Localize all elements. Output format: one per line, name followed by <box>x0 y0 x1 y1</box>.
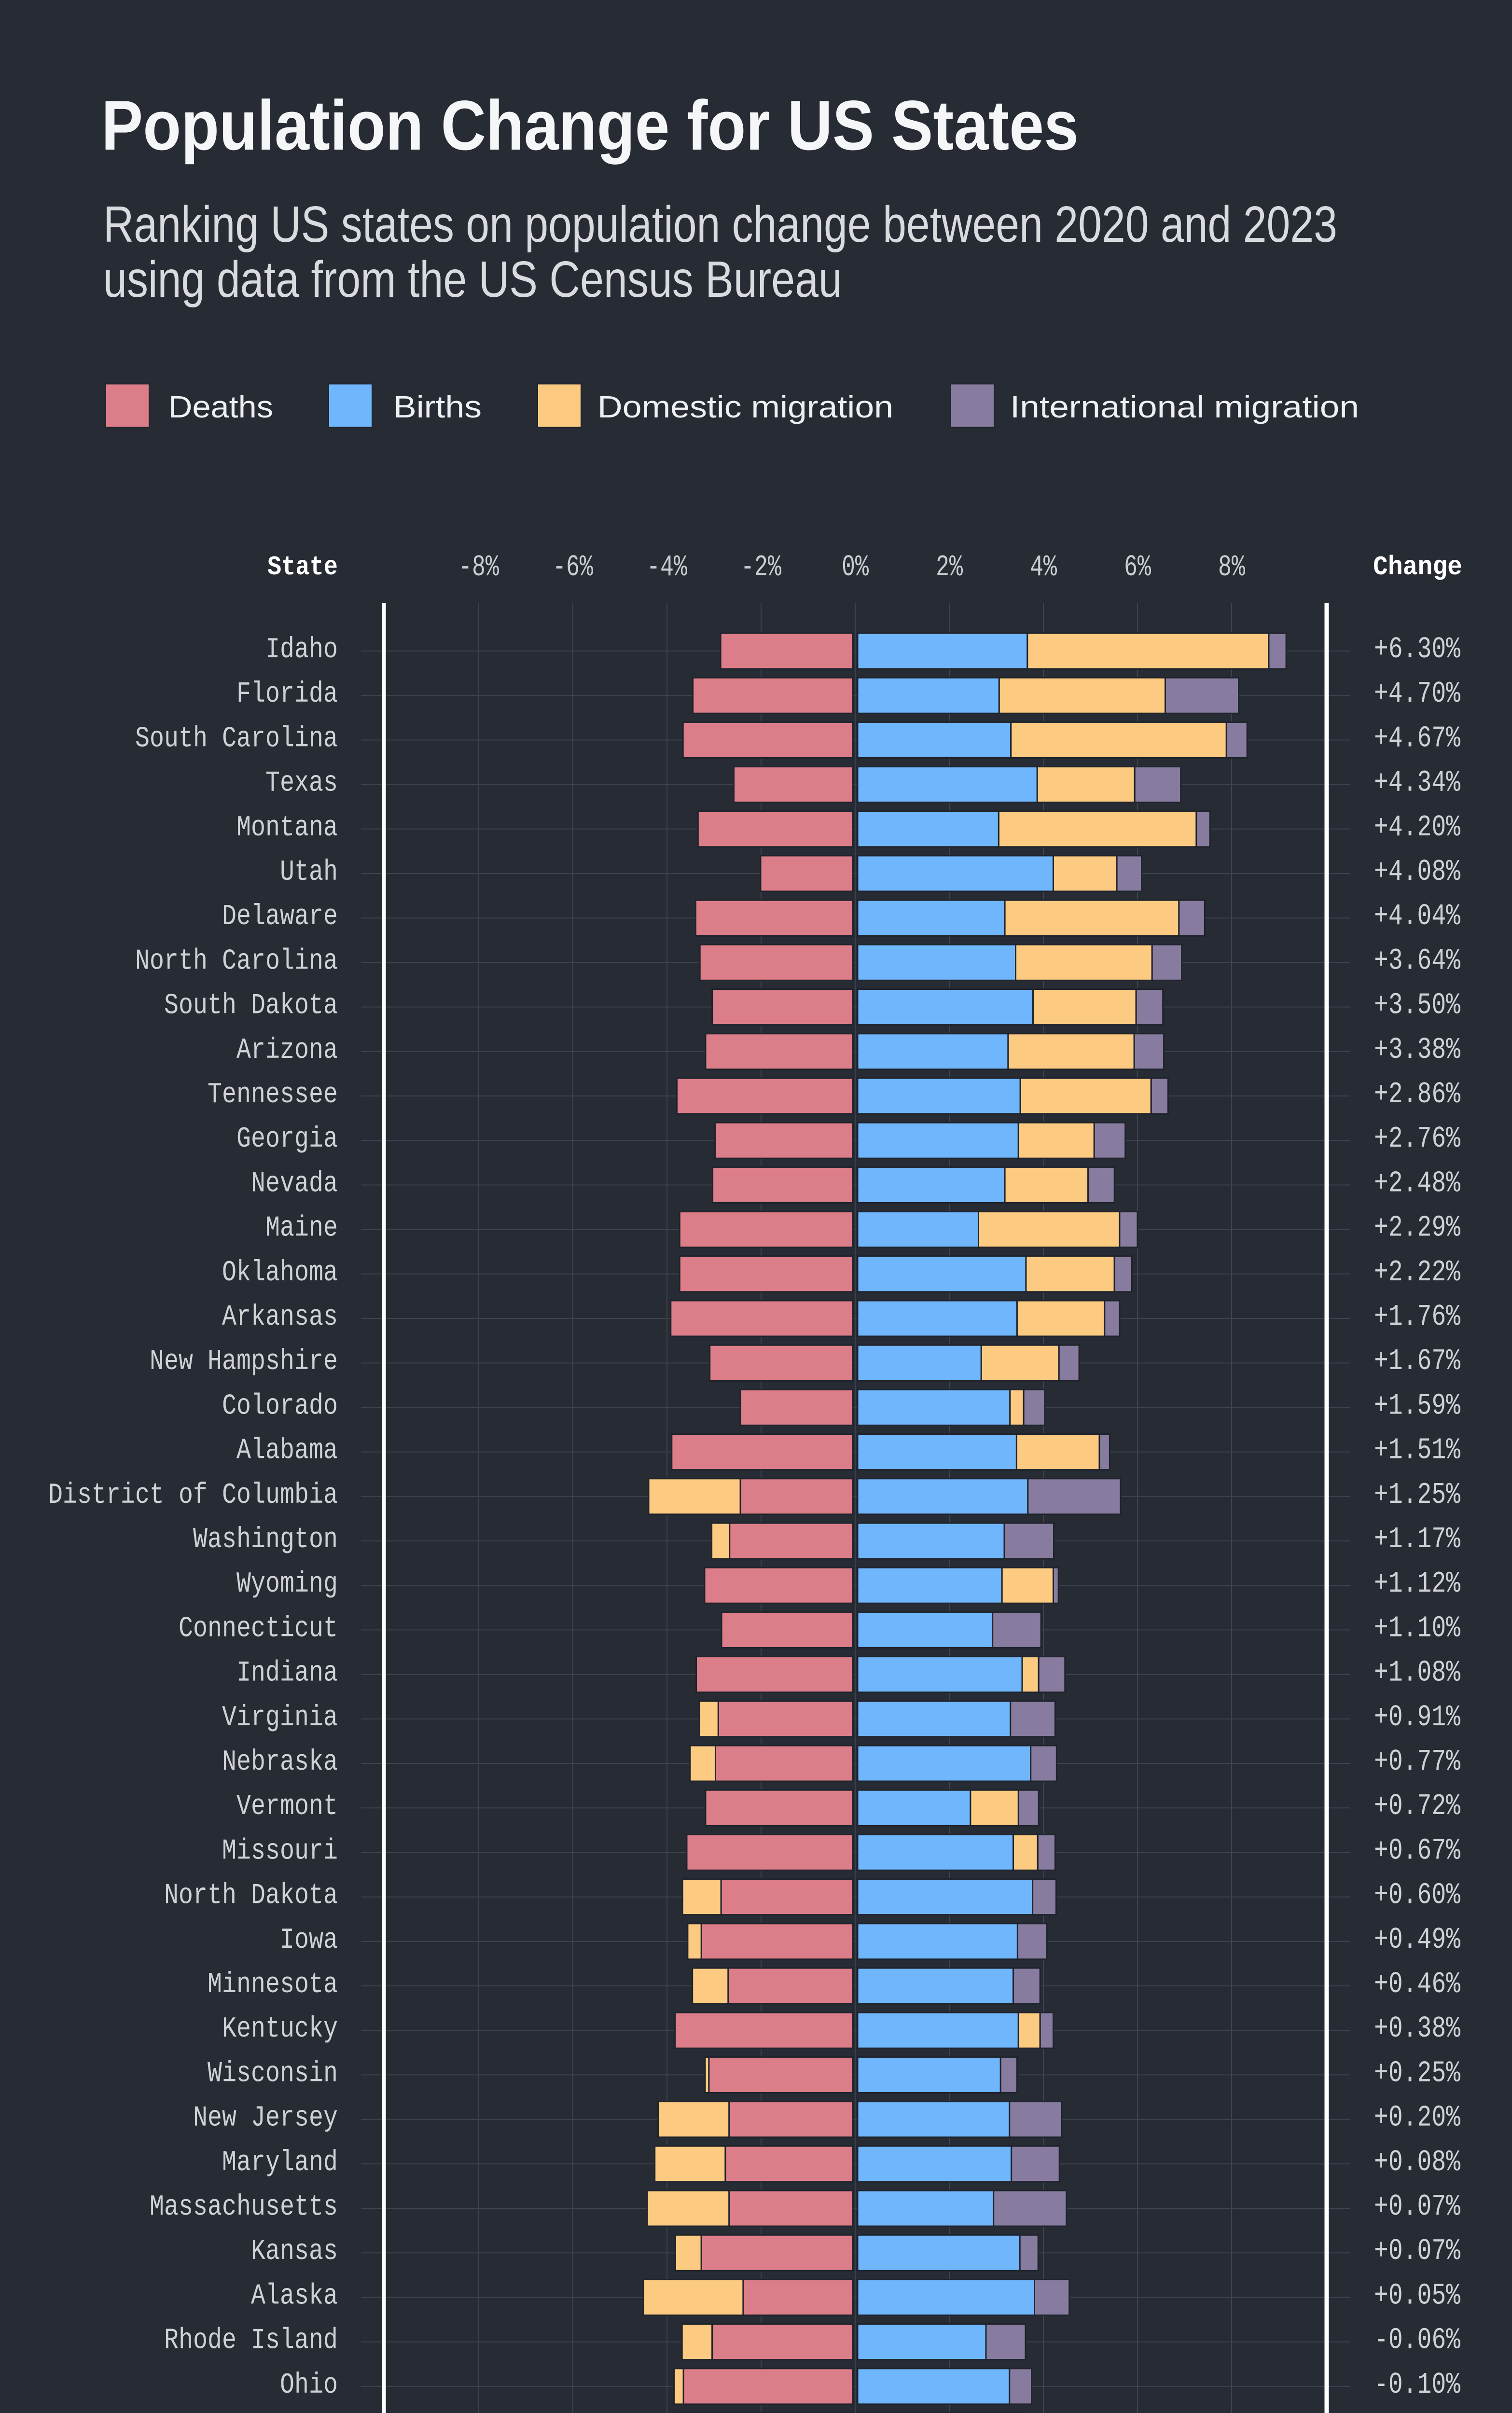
svg-text:Arizona: Arizona <box>236 1034 338 1067</box>
svg-text:+1.17%: +1.17% <box>1374 1522 1461 1556</box>
svg-text:Domestic migration: Domestic migration <box>597 389 893 424</box>
svg-text:+4.67%: +4.67% <box>1374 721 1461 755</box>
svg-text:-2%: -2% <box>741 550 782 584</box>
svg-text:+0.07%: +0.07% <box>1374 2234 1461 2268</box>
svg-text:North Carolina: North Carolina <box>135 945 338 978</box>
svg-text:South Dakota: South Dakota <box>164 990 338 1023</box>
svg-text:2%: 2% <box>936 550 963 584</box>
svg-text:-0.10%: -0.10% <box>1374 2368 1461 2402</box>
svg-text:+2.29%: +2.29% <box>1374 1211 1461 1245</box>
svg-text:Wisconsin: Wisconsin <box>208 2057 338 2090</box>
svg-text:North Dakota: North Dakota <box>164 1880 338 1913</box>
svg-text:Wyoming: Wyoming <box>236 1568 338 1601</box>
svg-text:+3.38%: +3.38% <box>1374 1033 1461 1067</box>
svg-text:Oklahoma: Oklahoma <box>222 1257 338 1290</box>
svg-text:Births: Births <box>393 389 482 424</box>
svg-text:Montana: Montana <box>236 812 338 845</box>
svg-text:Delaware: Delaware <box>222 901 338 933</box>
svg-text:+0.25%: +0.25% <box>1374 2056 1461 2090</box>
svg-text:+1.08%: +1.08% <box>1374 1656 1461 1690</box>
svg-text:-4%: -4% <box>647 550 688 584</box>
svg-text:+2.22%: +2.22% <box>1374 1255 1461 1290</box>
svg-text:Indiana: Indiana <box>236 1657 338 1690</box>
svg-text:State: State <box>267 552 338 582</box>
svg-text:Deaths: Deaths <box>168 389 273 424</box>
svg-text:Utah: Utah <box>280 856 338 889</box>
svg-text:Vermont: Vermont <box>236 1790 338 1823</box>
svg-text:Ohio: Ohio <box>280 2369 338 2402</box>
svg-text:-0.06%: -0.06% <box>1374 2323 1461 2358</box>
svg-text:Minnesota: Minnesota <box>208 1969 338 2001</box>
svg-text:8%: 8% <box>1218 550 1246 584</box>
svg-text:Massachusetts: Massachusetts <box>150 2191 338 2224</box>
svg-text:Virginia: Virginia <box>222 1702 338 1734</box>
svg-text:+0.05%: +0.05% <box>1374 2278 1461 2313</box>
svg-text:Arkansas: Arkansas <box>222 1301 338 1334</box>
svg-text:Maryland: Maryland <box>222 2147 338 2179</box>
svg-text:Georgia: Georgia <box>236 1123 338 1156</box>
svg-text:+2.48%: +2.48% <box>1374 1166 1461 1200</box>
svg-text:Population Change for US State: Population Change for US States <box>101 86 1079 165</box>
svg-text:+1.25%: +1.25% <box>1374 1478 1461 1512</box>
svg-text:Maine: Maine <box>265 1212 338 1245</box>
svg-text:Nebraska: Nebraska <box>222 1746 338 1779</box>
svg-text:New Jersey: New Jersey <box>193 2102 338 2135</box>
svg-text:+0.08%: +0.08% <box>1374 2145 1461 2179</box>
svg-text:+0.91%: +0.91% <box>1374 1700 1461 1734</box>
svg-text:Idaho: Idaho <box>265 634 338 666</box>
svg-text:+0.77%: +0.77% <box>1374 1745 1461 1779</box>
svg-text:+2.86%: +2.86% <box>1374 1077 1461 1111</box>
svg-text:Nevada: Nevada <box>251 1167 338 1200</box>
svg-text:New Hampshire: New Hampshire <box>150 1345 338 1378</box>
svg-text:Ranking US states on populatio: Ranking US states on population change b… <box>103 196 1337 253</box>
svg-text:+0.46%: +0.46% <box>1374 1967 1461 2001</box>
svg-text:+0.49%: +0.49% <box>1374 1923 1461 1957</box>
svg-text:Rhode Island: Rhode Island <box>164 2325 338 2358</box>
svg-text:+0.72%: +0.72% <box>1374 1789 1461 1823</box>
svg-text:4%: 4% <box>1030 550 1057 584</box>
svg-text:+3.64%: +3.64% <box>1374 943 1461 978</box>
svg-text:+1.67%: +1.67% <box>1374 1344 1461 1378</box>
svg-text:+0.60%: +0.60% <box>1374 1878 1461 1913</box>
svg-text:+4.08%: +4.08% <box>1374 855 1461 889</box>
svg-text:+2.76%: +2.76% <box>1374 1122 1461 1156</box>
svg-text:using data from the US Census: using data from the US Census Bureau <box>103 251 842 308</box>
svg-text:District of Columbia: District of Columbia <box>48 1479 338 1512</box>
svg-text:6%: 6% <box>1124 550 1151 584</box>
svg-text:Texas: Texas <box>265 767 338 800</box>
svg-text:Change: Change <box>1373 552 1462 582</box>
svg-text:Alabama: Alabama <box>236 1435 338 1468</box>
svg-text:+1.59%: +1.59% <box>1374 1388 1461 1423</box>
svg-text:Colorado: Colorado <box>222 1390 338 1423</box>
svg-text:International migration: International migration <box>1010 389 1359 424</box>
svg-text:Kentucky: Kentucky <box>222 2013 338 2046</box>
svg-text:+1.76%: +1.76% <box>1374 1300 1461 1334</box>
svg-text:Washington: Washington <box>193 1524 338 1556</box>
svg-text:+3.50%: +3.50% <box>1374 988 1461 1023</box>
svg-text:+4.20%: +4.20% <box>1374 810 1461 845</box>
svg-text:+4.70%: +4.70% <box>1374 677 1461 711</box>
svg-text:+6.30%: +6.30% <box>1374 632 1461 666</box>
svg-text:-6%: -6% <box>553 550 594 584</box>
svg-text:-0.20%: -0.20% <box>1374 2412 1461 2413</box>
svg-text:+0.07%: +0.07% <box>1374 2190 1461 2224</box>
svg-text:Florida: Florida <box>236 678 338 711</box>
svg-text:Iowa: Iowa <box>280 1924 338 1957</box>
svg-text:Alaska: Alaska <box>251 2280 338 2313</box>
svg-text:+1.12%: +1.12% <box>1374 1567 1461 1601</box>
svg-text:South Carolina: South Carolina <box>135 722 338 755</box>
svg-text:+1.51%: +1.51% <box>1374 1433 1461 1468</box>
svg-text:+1.10%: +1.10% <box>1374 1611 1461 1645</box>
svg-text:Tennessee: Tennessee <box>208 1079 338 1111</box>
svg-text:+0.38%: +0.38% <box>1374 2011 1461 2046</box>
svg-text:Connecticut: Connecticut <box>179 1612 338 1645</box>
svg-text:+0.67%: +0.67% <box>1374 1833 1461 1868</box>
svg-text:Kansas: Kansas <box>251 2235 338 2268</box>
svg-text:+0.20%: +0.20% <box>1374 2101 1461 2135</box>
svg-text:0%: 0% <box>842 550 869 584</box>
svg-text:Missouri: Missouri <box>222 1835 338 1868</box>
svg-text:+4.04%: +4.04% <box>1374 899 1461 933</box>
svg-text:-8%: -8% <box>458 550 499 584</box>
svg-text:+4.34%: +4.34% <box>1374 766 1461 800</box>
